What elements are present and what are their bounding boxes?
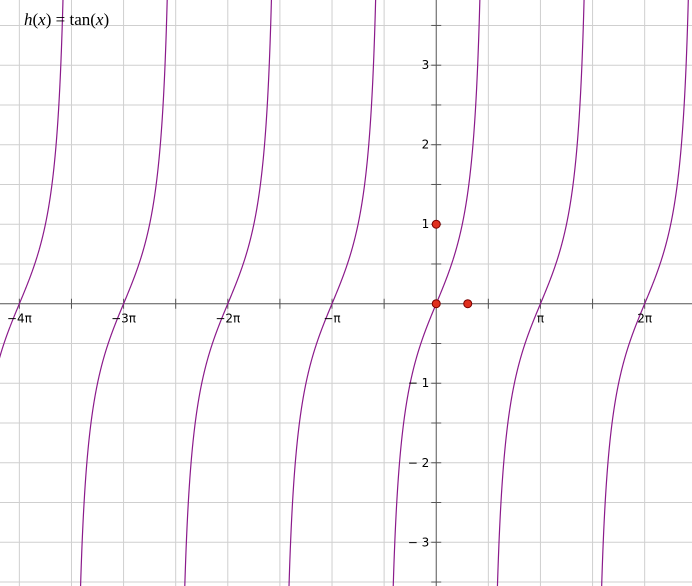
function-expression-close: ) (103, 10, 110, 29)
tan-curve-branch (601, 0, 689, 586)
function-label: h(x) = tan(x) (24, 10, 109, 30)
x-tick-label: −π (323, 312, 340, 326)
y-tick-label: 2 (422, 138, 430, 152)
x-tick-label: −4π (7, 312, 32, 326)
y-tick-label: − 3 (408, 535, 430, 549)
function-equals: ) = (45, 10, 70, 29)
tan-curve-branch (79, 0, 168, 586)
function-expression: tan( (69, 10, 96, 29)
points (431, 219, 473, 309)
x-tick-label: π (537, 312, 544, 326)
tick-labels: −4π −3π −2π −π π 2π 3 2 1 − 1 − 2 − 3 (7, 58, 652, 549)
y-tick-label: − 2 (408, 456, 430, 470)
y-tick-label: 3 (422, 58, 430, 72)
x-tick-label: −3π (111, 312, 136, 326)
y-tick-label: 1 (422, 217, 430, 231)
x-tick-label: 2π (637, 312, 652, 326)
tan-curve-branch (496, 0, 585, 586)
function-name: h (24, 10, 33, 29)
point (431, 219, 441, 229)
tan-curve-branch (288, 0, 377, 586)
function-variable: x (38, 10, 46, 29)
x-tick-label: −2π (215, 312, 240, 326)
function-expression-variable: x (95, 10, 104, 29)
point (463, 299, 473, 309)
tan-curve-branch (184, 0, 273, 586)
tan-curve-branch (0, 0, 64, 359)
point (431, 299, 441, 309)
y-tick-label: − 1 (408, 376, 430, 390)
function-open-paren: ( (32, 10, 39, 29)
